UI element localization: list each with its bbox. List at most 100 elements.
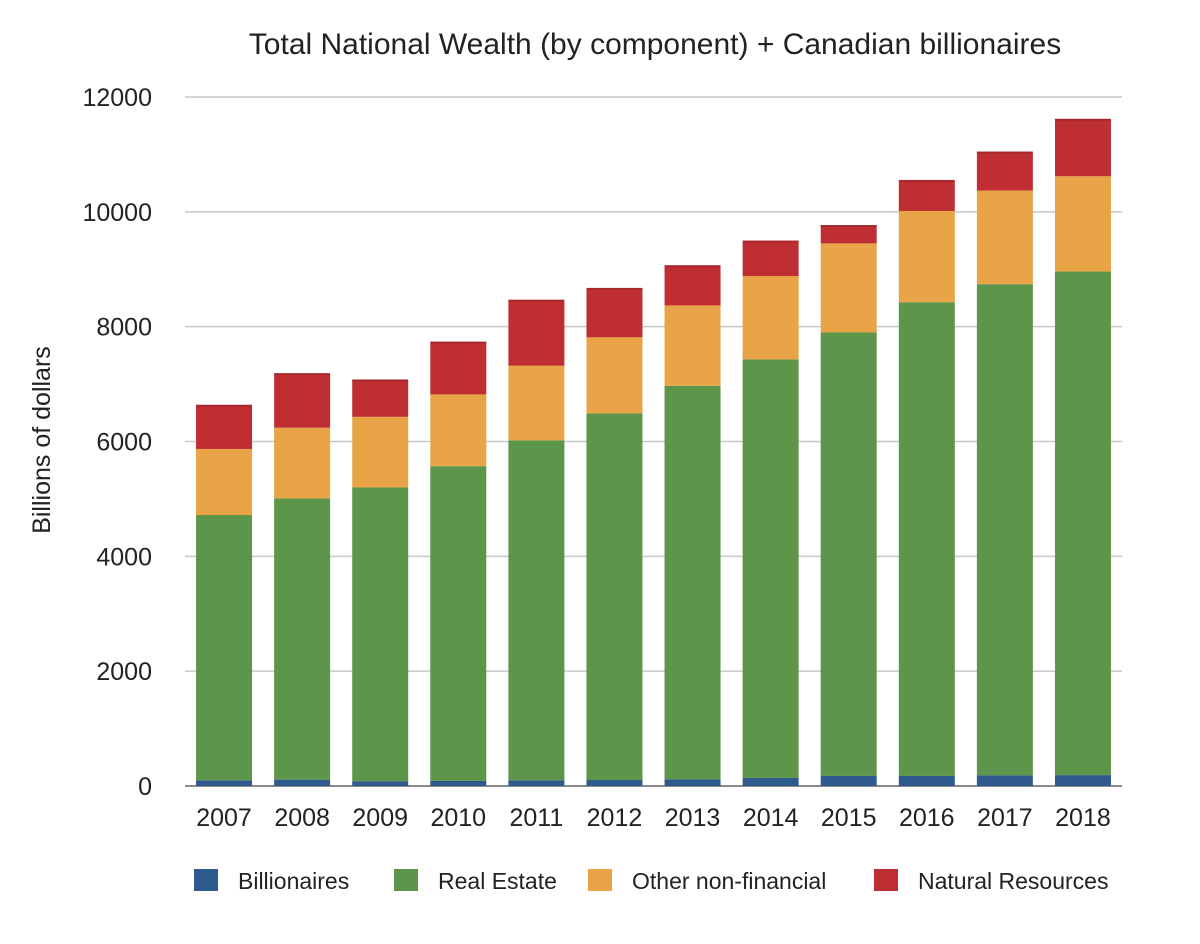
x-tick-label: 2012 bbox=[587, 804, 643, 832]
legend-item-billionaires: Billionaires bbox=[194, 868, 349, 894]
bar-real-estate-2016 bbox=[898, 302, 955, 776]
y-tick-label: 4000 bbox=[96, 543, 152, 571]
bar-stack-2011 bbox=[508, 299, 565, 786]
bar-billionaires-2016 bbox=[898, 775, 955, 786]
legend-label: Real Estate bbox=[438, 868, 557, 894]
bar-natural-resources-2007 bbox=[196, 404, 253, 449]
x-tick-label: 2017 bbox=[977, 804, 1033, 832]
bar-stack-2017 bbox=[976, 151, 1033, 786]
y-tick-label: 10000 bbox=[82, 199, 152, 227]
bar-natural-resources-2008 bbox=[274, 373, 331, 428]
bar-other-non-financial-2011 bbox=[508, 365, 565, 441]
bar-natural-resources-2016 bbox=[898, 179, 955, 211]
bar-stack-2015 bbox=[820, 225, 877, 786]
bars bbox=[196, 118, 1111, 786]
bar-stack-2014 bbox=[742, 240, 799, 786]
y-tick-label: 6000 bbox=[96, 429, 152, 457]
legend-swatch bbox=[874, 869, 898, 891]
gridlines bbox=[185, 96, 1122, 787]
bar-other-non-financial-2010 bbox=[430, 394, 487, 467]
bar-natural-resources-2014 bbox=[742, 240, 799, 277]
bar-top-edge bbox=[196, 404, 253, 407]
x-tick-label: 2007 bbox=[196, 804, 252, 832]
x-tick-label: 2009 bbox=[352, 804, 408, 832]
x-tick-label: 2011 bbox=[509, 804, 563, 832]
bar-stack-2010 bbox=[430, 341, 487, 786]
bar-other-non-financial-2016 bbox=[898, 210, 955, 303]
bar-natural-resources-2010 bbox=[430, 341, 487, 395]
bar-real-estate-2008 bbox=[274, 498, 331, 780]
bar-billionaires-2010 bbox=[430, 780, 487, 786]
x-tick-label: 2014 bbox=[743, 804, 799, 832]
bar-billionaires-2011 bbox=[508, 780, 565, 786]
bar-top-edge bbox=[976, 151, 1033, 154]
bar-real-estate-2013 bbox=[664, 385, 721, 780]
bar-stack-2008 bbox=[274, 373, 331, 786]
x-axis-ticks: 2007 2008 2009 2010 2011 2012 2013 2014 2015 2016… bbox=[196, 804, 1111, 832]
legend-label: Other non-financial bbox=[632, 868, 826, 894]
bar-stack-2016 bbox=[898, 179, 955, 786]
bar-top-edge bbox=[1054, 118, 1111, 121]
bar-top-edge bbox=[898, 179, 955, 182]
legend-label: Billionaires bbox=[238, 868, 349, 894]
bar-top-edge bbox=[508, 299, 565, 302]
y-axis-ticks: 0 2000 4000 6000 8000 10000 12000 bbox=[82, 84, 152, 801]
bar-billionaires-2007 bbox=[196, 780, 253, 786]
legend-label: Natural Resources bbox=[918, 868, 1108, 894]
bar-natural-resources-2012 bbox=[586, 287, 643, 338]
bar-natural-resources-2013 bbox=[664, 265, 721, 306]
bar-real-estate-2010 bbox=[430, 466, 487, 781]
bar-real-estate-2011 bbox=[508, 440, 565, 781]
legend-swatch bbox=[394, 869, 418, 891]
x-tick-label: 2018 bbox=[1055, 804, 1111, 832]
x-tick-label: 2015 bbox=[821, 804, 877, 832]
bar-stack-2018 bbox=[1054, 118, 1111, 786]
bar-real-estate-2009 bbox=[352, 487, 409, 782]
bar-billionaires-2013 bbox=[664, 779, 721, 786]
legend-item-real-estate: Real Estate bbox=[394, 868, 557, 894]
x-tick-label: 2008 bbox=[274, 804, 330, 832]
y-tick-label: 12000 bbox=[82, 84, 152, 112]
bar-real-estate-2018 bbox=[1054, 271, 1111, 776]
legend-item-other-non-financial: Other non-financial bbox=[588, 868, 826, 894]
bar-other-non-financial-2017 bbox=[976, 190, 1033, 285]
legend-swatch bbox=[194, 869, 218, 891]
bar-stack-2013 bbox=[664, 265, 721, 786]
legend: Billionaires Real Estate Other non-financi… bbox=[194, 868, 1108, 894]
bar-billionaires-2008 bbox=[274, 779, 331, 786]
legend-swatch bbox=[588, 869, 612, 891]
bar-other-non-financial-2015 bbox=[820, 243, 877, 333]
bar-other-non-financial-2018 bbox=[1054, 176, 1111, 272]
y-tick-label: 2000 bbox=[96, 658, 152, 686]
x-tick-label: 2016 bbox=[899, 804, 955, 832]
bar-stack-2009 bbox=[352, 379, 409, 786]
bar-natural-resources-2011 bbox=[508, 299, 565, 366]
bar-natural-resources-2018 bbox=[1054, 118, 1111, 177]
bar-stack-2007 bbox=[196, 404, 253, 786]
bar-natural-resources-2015 bbox=[820, 225, 877, 244]
bar-other-non-financial-2007 bbox=[196, 448, 253, 515]
bar-billionaires-2017 bbox=[976, 775, 1033, 786]
x-tick-label: 2010 bbox=[430, 804, 486, 832]
bar-billionaires-2014 bbox=[742, 777, 799, 786]
bar-top-edge bbox=[664, 265, 721, 268]
bar-billionaires-2012 bbox=[586, 779, 643, 786]
bar-top-edge bbox=[430, 341, 487, 344]
bar-other-non-financial-2012 bbox=[586, 337, 643, 414]
bar-real-estate-2015 bbox=[820, 332, 877, 776]
bar-top-edge bbox=[742, 240, 799, 243]
bar-real-estate-2017 bbox=[976, 284, 1033, 776]
chart-title: Total National Wealth (by component) + C… bbox=[249, 28, 1061, 61]
bar-top-edge bbox=[586, 287, 643, 290]
bar-real-estate-2007 bbox=[196, 514, 253, 781]
bar-billionaires-2015 bbox=[820, 775, 877, 786]
bar-real-estate-2012 bbox=[586, 413, 643, 780]
bar-other-non-financial-2008 bbox=[274, 427, 331, 499]
bar-other-non-financial-2009 bbox=[352, 416, 409, 488]
bar-billionaires-2018 bbox=[1054, 775, 1111, 786]
bar-top-edge bbox=[352, 379, 409, 382]
bar-top-edge bbox=[820, 225, 877, 228]
y-axis-title: Billions of dollars bbox=[28, 346, 56, 534]
